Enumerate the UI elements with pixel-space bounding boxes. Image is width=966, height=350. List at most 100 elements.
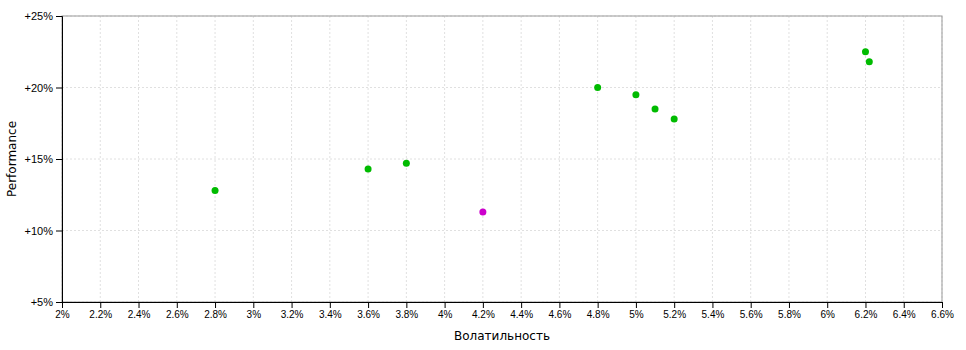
x-tick-label: 4.4% — [510, 309, 533, 320]
y-axis: +5% +10% +15% +20% +25% — [25, 10, 63, 308]
x-tick-mark — [636, 302, 637, 308]
grid-line — [444, 16, 445, 302]
point — [671, 115, 678, 122]
x-tick-mark — [789, 302, 790, 308]
x-tick: 5.8% — [778, 302, 801, 320]
y-tick-label: +5% — [31, 296, 54, 308]
x-tick-label: 2.2% — [89, 309, 112, 320]
x-tick-label: 2.4% — [128, 309, 151, 320]
grid-line — [176, 16, 177, 302]
x-tick-mark — [139, 302, 140, 308]
x-tick-label: 4.6% — [548, 309, 571, 320]
y-tick-mark — [56, 88, 62, 89]
y-tick-label: +25% — [25, 10, 54, 22]
x-tick-label: 2% — [55, 309, 70, 320]
x-tick-label: 3.6% — [357, 309, 380, 320]
x-tick-mark — [712, 302, 713, 308]
x-tick: 4.2% — [472, 302, 495, 320]
x-tick: 2.2% — [89, 302, 112, 320]
x-tick: 2.6% — [166, 302, 189, 320]
x-tick-mark — [292, 302, 293, 308]
x-tick-mark — [598, 302, 599, 308]
y-tick: +25% — [25, 10, 62, 22]
x-tick-label: 3.4% — [319, 309, 342, 320]
x-tick-mark — [215, 302, 216, 308]
x-tick-label: 3.2% — [281, 309, 304, 320]
grid-line — [62, 230, 942, 231]
x-tick-label: 2.8% — [204, 309, 227, 320]
x-tick: 5.6% — [740, 302, 763, 320]
x-tick: 3.8% — [395, 302, 418, 320]
point — [365, 166, 372, 173]
y-axis-line — [56, 17, 63, 303]
point — [212, 187, 219, 194]
x-tick-mark — [559, 302, 560, 308]
plot-frame — [62, 16, 942, 302]
x-tick-label: 6.2% — [855, 309, 878, 320]
x-tick: 6.6% — [931, 302, 954, 320]
x-tick-label: 6.6% — [931, 309, 954, 320]
x-tick: 3.6% — [357, 302, 380, 320]
x-tick-mark — [674, 302, 675, 308]
x-tick: 4.4% — [510, 302, 533, 320]
x-tick-mark — [445, 302, 446, 308]
grid-line — [865, 16, 866, 302]
grid-line — [521, 16, 522, 302]
x-tick-mark — [904, 302, 905, 308]
grid-line — [253, 16, 254, 302]
x-tick: 2.8% — [204, 302, 227, 320]
chart: 2%2.2%2.4%2.6%2.8%3%3.2%3.4%3.6%3.8%4%4.… — [0, 0, 966, 350]
x-tick-mark — [406, 302, 407, 308]
x-axis-title: Волатильность — [454, 329, 550, 343]
x-tick-label: 4.2% — [472, 309, 495, 320]
x-tick-label: 5.8% — [778, 309, 801, 320]
x-tick-label: 6.4% — [893, 309, 916, 320]
x-tick: 2.4% — [128, 302, 151, 320]
marks — [212, 48, 873, 215]
x-tick-mark — [751, 302, 752, 308]
point — [632, 91, 639, 98]
x-tick-mark — [865, 302, 866, 308]
y-tick-mark — [56, 16, 62, 17]
grid — [62, 16, 942, 302]
x-tick: 6.4% — [893, 302, 916, 320]
grid-line — [788, 16, 789, 302]
x-tick-label: 5% — [629, 309, 644, 320]
x-tick: 6% — [820, 302, 835, 320]
x-tick-label: 6% — [820, 309, 835, 320]
point — [652, 105, 659, 112]
y-tick: +10% — [25, 225, 62, 237]
x-tick-label: 4.8% — [587, 309, 610, 320]
point — [594, 84, 601, 91]
y-axis-title: Performance — [5, 121, 19, 197]
y-tick-label: +10% — [25, 225, 54, 237]
x-tick: 4.8% — [587, 302, 610, 320]
y-tick: +15% — [25, 153, 62, 165]
point — [479, 208, 486, 215]
y-tick-label: +15% — [25, 153, 54, 165]
x-tick-mark — [827, 302, 828, 308]
x-tick: 3% — [247, 302, 262, 320]
x-tick-mark — [100, 302, 101, 308]
point — [862, 48, 869, 55]
y-tick-mark — [56, 159, 62, 160]
x-tick-mark — [483, 302, 484, 308]
x-tick: 3.4% — [319, 302, 342, 320]
y-tick: +20% — [25, 82, 62, 94]
series — [212, 48, 873, 194]
grid-line — [62, 159, 942, 160]
plot: 2%2.2%2.4%2.6%2.8%3%3.2%3.4%3.6%3.8%4%4.… — [25, 10, 954, 320]
x-tick-label: 3.8% — [395, 309, 418, 320]
grid-line — [62, 87, 942, 88]
x-tick-label: 5.6% — [740, 309, 763, 320]
x-tick: 5.4% — [702, 302, 725, 320]
x-axis-line — [63, 303, 943, 309]
x-tick-label: 3% — [247, 309, 262, 320]
x-tick: 4.6% — [548, 302, 571, 320]
y-tick-mark — [56, 231, 62, 232]
x-tick: 2% — [55, 302, 70, 320]
y-tick: +5% — [31, 296, 62, 308]
x-tick-mark — [942, 302, 943, 308]
y-tick-mark — [56, 302, 62, 303]
x-tick-mark — [368, 302, 369, 308]
